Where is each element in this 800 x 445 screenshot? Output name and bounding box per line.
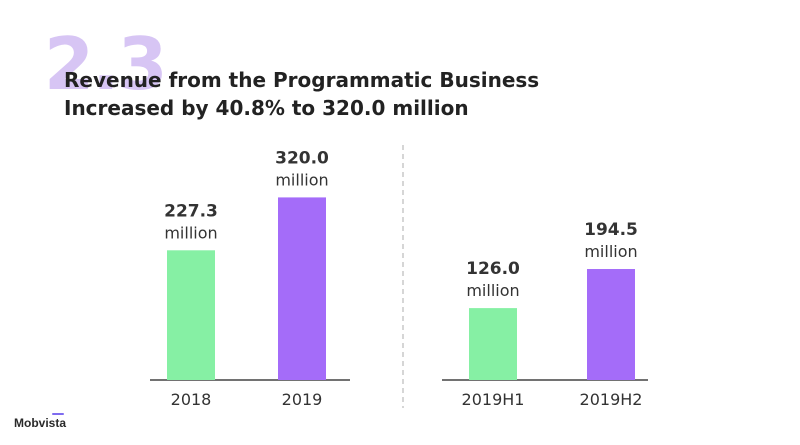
title-line-2: Increased by 40.8% to 320.0 million xyxy=(64,96,469,120)
value-label-2018: 227.3 xyxy=(164,201,218,221)
tick-label-2019h2: 2019H2 xyxy=(580,390,643,409)
unit-label-2019h2: million xyxy=(584,242,637,261)
unit-label-2019h1: million xyxy=(466,281,519,300)
section-number: 2.3 xyxy=(44,22,168,106)
bar-2019h1 xyxy=(469,308,517,380)
logo-accent-mark xyxy=(52,413,64,415)
bar-2018 xyxy=(167,250,215,380)
tick-label-2019: 2019 xyxy=(282,390,323,409)
value-label-2019h1: 126.0 xyxy=(466,259,520,279)
unit-label-2018: million xyxy=(164,223,217,242)
bar-2019h2 xyxy=(587,269,635,380)
value-label-2019h2: 194.5 xyxy=(584,220,638,240)
page-title: Revenue from the Programmatic Business I… xyxy=(64,66,539,122)
tick-label-2018: 2018 xyxy=(171,390,212,409)
bar-2019 xyxy=(278,197,326,380)
value-label-2019: 320.0 xyxy=(275,148,329,168)
title-line-1: Revenue from the Programmatic Business xyxy=(64,68,540,92)
tick-label-2019h1: 2019H1 xyxy=(462,390,525,409)
mobvista-logo: Mobvista xyxy=(14,416,67,430)
unit-label-2019: million xyxy=(275,170,328,189)
